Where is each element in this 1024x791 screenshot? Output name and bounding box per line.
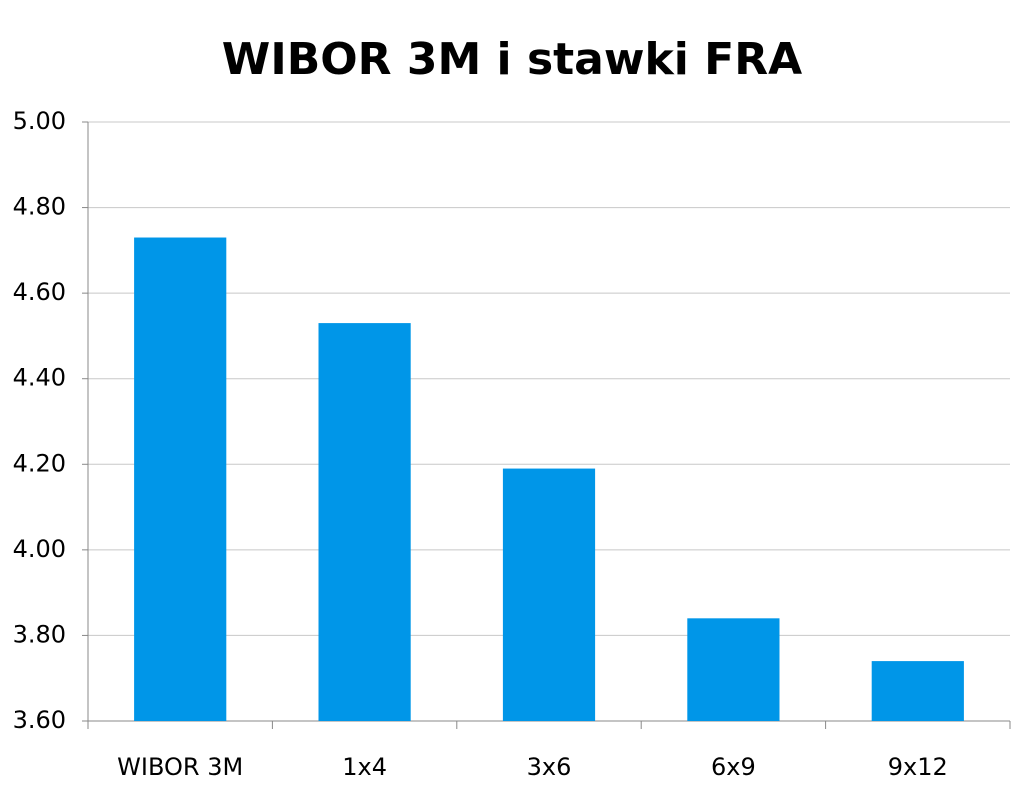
y-tick-label: 3.80 (13, 620, 66, 648)
x-tick-label: 1x4 (342, 753, 387, 781)
chart-title: WIBOR 3M i stawki FRA (222, 34, 802, 85)
bar (318, 323, 411, 721)
x-tick-label: 9x12 (888, 753, 948, 781)
bar (871, 661, 964, 721)
y-tick-label: 4.00 (13, 535, 66, 563)
y-tick-label: 3.60 (13, 706, 66, 734)
y-tick-label: 4.80 (13, 193, 66, 221)
x-tick-label: 3x6 (527, 753, 572, 781)
y-tick-label: 5.00 (13, 107, 66, 135)
x-tick-label: 6x9 (711, 753, 756, 781)
y-tick-label: 4.40 (13, 364, 66, 392)
bar (134, 237, 227, 721)
y-tick-label: 4.20 (13, 449, 66, 477)
x-tick-label: WIBOR 3M (117, 753, 243, 781)
y-tick-label: 4.60 (13, 278, 66, 306)
bar (687, 618, 780, 721)
bar (502, 468, 596, 721)
